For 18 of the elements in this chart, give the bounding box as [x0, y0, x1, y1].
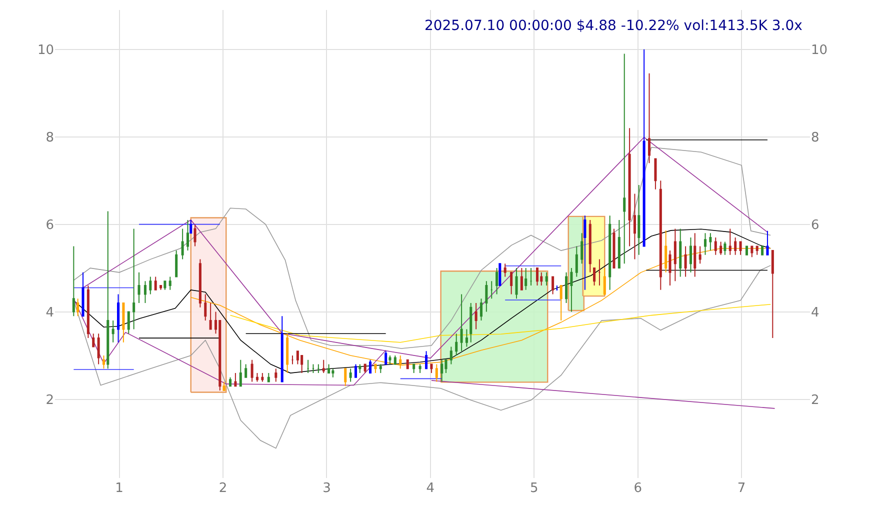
- text: 2025.07.10 00:00:00 $4.88 -10.22% vol:1413.5K 3.0x: [424, 18, 802, 34]
- y-tick-label: 6: [46, 218, 54, 233]
- x-tick-label: 4: [426, 481, 435, 496]
- x-tick-label: 3: [322, 481, 331, 496]
- y2-tick-label: 6: [811, 218, 820, 233]
- x-tick-label: 6: [634, 481, 642, 496]
- x-tick-label: 7: [737, 481, 746, 496]
- y-tick-label: 4: [46, 305, 54, 320]
- y2-tick-label: 4: [811, 305, 820, 320]
- y-tick-label: 10: [37, 42, 54, 58]
- x-tick-label: 5: [530, 481, 538, 496]
- y2-tick-label: 8: [811, 130, 820, 146]
- y2-tick-label: 2: [811, 392, 820, 408]
- y-tick-label: 8: [46, 130, 54, 146]
- x-tick-label: 1: [115, 481, 124, 496]
- y2-tick-label: 10: [811, 42, 828, 58]
- x-tick-label: 2: [218, 481, 228, 496]
- y-tick-label: 2: [46, 392, 54, 408]
